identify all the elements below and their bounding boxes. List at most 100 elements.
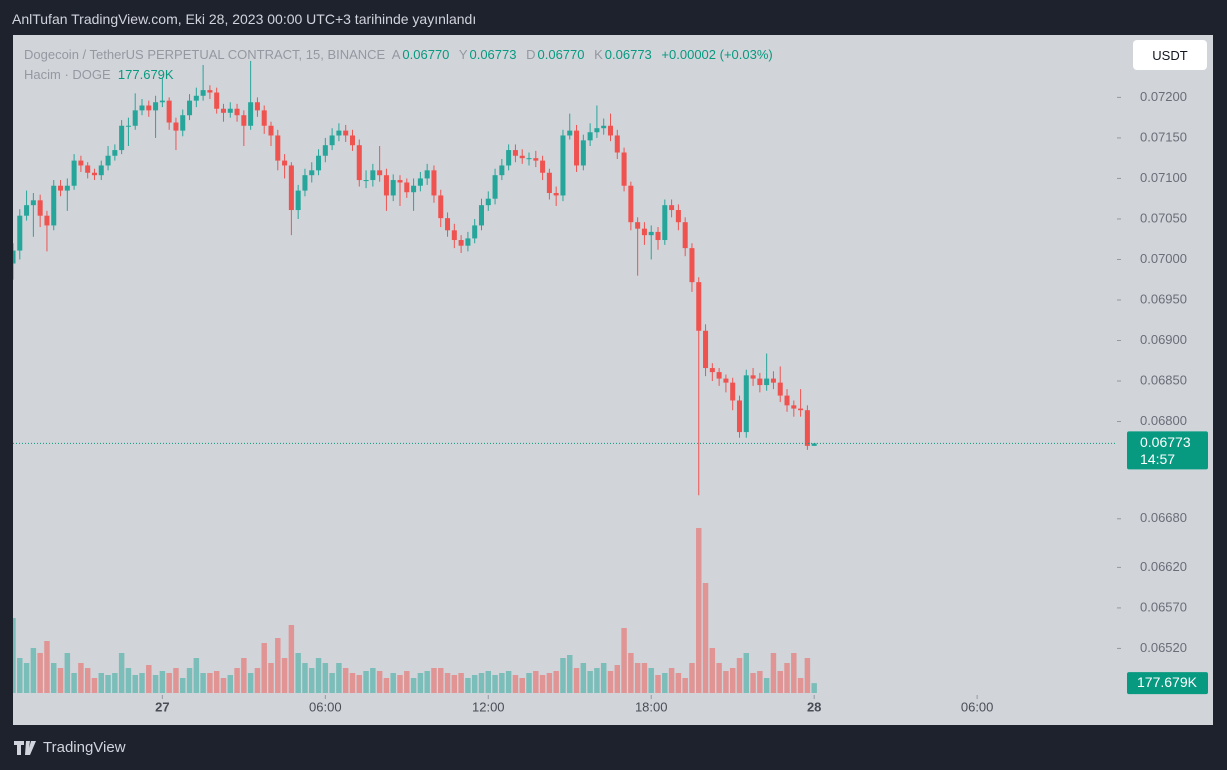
volume-bar [804,658,811,693]
volume-bar [736,658,743,693]
volume-bar [553,671,559,693]
volume-bar [689,663,695,693]
candle-body [248,102,254,126]
volume-bar [438,668,444,693]
candle-body [58,185,64,191]
candle-body [594,128,600,133]
volume-bar [125,668,132,693]
legend-key: D [526,47,536,62]
candle-body [743,375,749,433]
y-tick-label: 0.06950 [1140,291,1187,306]
y-tick-label: 0.07150 [1140,129,1187,144]
legend-value: 0.06773 [469,47,517,62]
volume-bar [288,625,295,693]
candle-body [71,160,77,186]
volume-bar [696,528,702,693]
volume-bar [342,668,349,693]
candle-body [411,185,417,193]
candle-body [390,180,396,196]
candle-body [811,443,817,446]
volume-bar [471,675,478,693]
candle-body [85,165,91,173]
candle-body [17,215,23,251]
last-price-label: 0.06773 [1140,434,1191,450]
candle-body [173,122,179,131]
candle-body [377,170,383,176]
candle-body [587,132,593,141]
volume-bar [139,673,145,693]
volume-bar [668,668,675,693]
volume-bar [159,671,166,693]
x-tick-label: 27 [155,699,169,714]
candle-body [601,125,607,129]
candle-body [132,110,138,126]
y-tick-label: 0.06900 [1140,332,1187,347]
volume-bar [757,671,763,693]
currency-button[interactable]: USDT [1133,40,1207,70]
volume-bar [132,675,138,693]
volume-bar [180,678,186,693]
candle-body [30,200,36,206]
volume-bar [118,653,125,693]
volume-bar [78,663,84,693]
candle-body [13,250,16,264]
volume-label-box [1127,672,1208,695]
volume-bar [662,673,668,693]
candle-body [492,175,498,199]
publish-info: AnlTufan TradingView.com, Eki 28, 2023 0… [12,11,477,27]
candle-body [397,180,403,183]
candle-body [214,92,220,109]
candle-body [438,195,444,219]
volume-bar [709,648,716,693]
volume-bar [383,678,390,693]
volume-bar [275,638,281,693]
candle-body [445,218,451,231]
candle-body [119,125,125,151]
logo [14,740,36,755]
volume-bar [397,675,403,693]
candle-body [431,170,437,196]
x-tick-label: 06:00 [309,699,342,714]
footer: TradingView [14,739,126,756]
candle-body [180,115,186,131]
candle-body [519,155,525,159]
volume-bar [105,675,111,693]
volume-bar [349,673,356,693]
axes: 0.07200 0.07150 0.07100 0.07050 0.07000 0.069… [155,89,1208,714]
volume-bar [234,668,240,693]
countdown: 14:57 [1140,451,1175,467]
volume-bar [791,653,797,693]
volume-bar [13,618,16,693]
plot-area [13,60,1117,693]
volume-bar [37,653,43,693]
candle-body [784,395,790,406]
legend-key: K [594,47,603,62]
volume-bar [628,653,634,693]
legend-value: 0.06773 [604,47,652,62]
candle-body [153,102,159,111]
symbol-title: Dogecoin / TetherUS PERPETUAL CONTRACT, … [24,47,386,62]
volume-bar [302,663,308,693]
candle-body [37,200,43,216]
legend: Dogecoin / TetherUS PERPETUAL CONTRACT, … [24,45,779,85]
volume-bar [247,673,254,693]
y-tick-label: 0.06800 [1140,413,1187,428]
y-tick-label: 0.06680 [1140,510,1187,525]
candle-body [112,150,118,156]
candle-body [336,130,342,136]
candle-body [261,110,267,126]
volume-bar [51,663,57,693]
volume-bar [784,663,790,693]
volume-bar [465,678,471,693]
y-tick-label: 0.06520 [1140,640,1187,655]
candle-body [98,165,104,176]
candle-body [288,165,294,211]
volume-bar [186,668,193,693]
volume-bar [444,673,451,693]
candle-body [78,160,84,166]
candle-body [105,155,111,166]
volume-axis-label: 177.679K [1137,674,1198,690]
candle-body [125,125,131,127]
volume-bar [763,678,770,693]
volume-bar [64,653,71,693]
